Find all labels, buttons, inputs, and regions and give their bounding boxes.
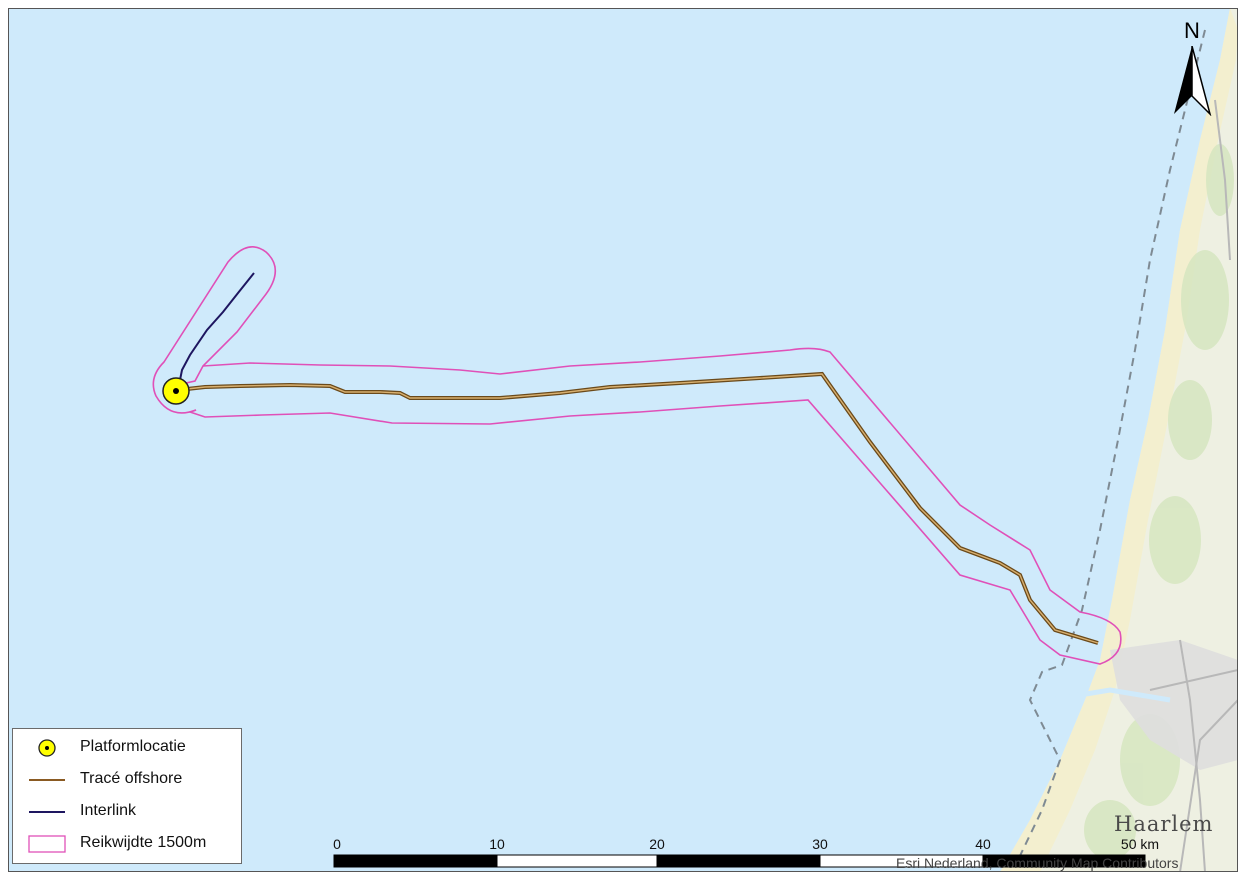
buffer-1500m [152, 246, 1122, 665]
navy-line-icon [29, 811, 65, 813]
roads [1149, 99, 1238, 872]
platform-point-icon [38, 739, 56, 757]
legend-item-platform: Platformlocatie [13, 735, 241, 759]
north-label: N [1184, 18, 1200, 43]
legend-item-interlink: Interlink [13, 799, 241, 823]
scale-tick-label: 10 [489, 836, 505, 852]
legend-label: Reikwijdte 1500m [80, 834, 207, 851]
legend-label: Platformlocatie [80, 738, 186, 755]
scale-tick-label: 50 km [1120, 836, 1160, 852]
platform-point-icon[interactable] [162, 377, 190, 405]
north-arrow-icon [1174, 46, 1212, 116]
scale-tick-label: 20 [649, 836, 665, 852]
urban-area [1110, 640, 1238, 770]
city-label: Haarlem [1114, 812, 1214, 836]
brown-line-icon [29, 779, 65, 781]
trace-offshore [177, 371, 1099, 645]
dashed-boundary [1017, 29, 1206, 861]
attribution-text: Esri Nederland, Community Map Contributo… [896, 855, 1179, 871]
interlink-line [177, 272, 255, 391]
magenta-rectangle-icon [28, 835, 66, 853]
legend: Platformlocatie Tracé offshore Interlink… [12, 728, 242, 864]
scale-bar: 0 10 20 30 40 50 km [330, 836, 1160, 872]
dune-strip [1000, 8, 1238, 872]
legend-item-buffer: Reikwijdte 1500m [13, 831, 241, 855]
legend-label: Interlink [80, 802, 137, 819]
scale-tick-label: 0 [333, 836, 341, 852]
harbour-channel [1049, 687, 1171, 703]
legend-item-trace: Tracé offshore [13, 767, 241, 791]
scale-tick-label: 30 [812, 836, 828, 852]
scale-tick-label: 40 [975, 836, 991, 852]
north-arrow: N [1172, 18, 1222, 118]
vegetation-patches [1084, 144, 1234, 860]
scale-bar-segments [333, 854, 1146, 868]
legend-label: Tracé offshore [80, 770, 183, 787]
